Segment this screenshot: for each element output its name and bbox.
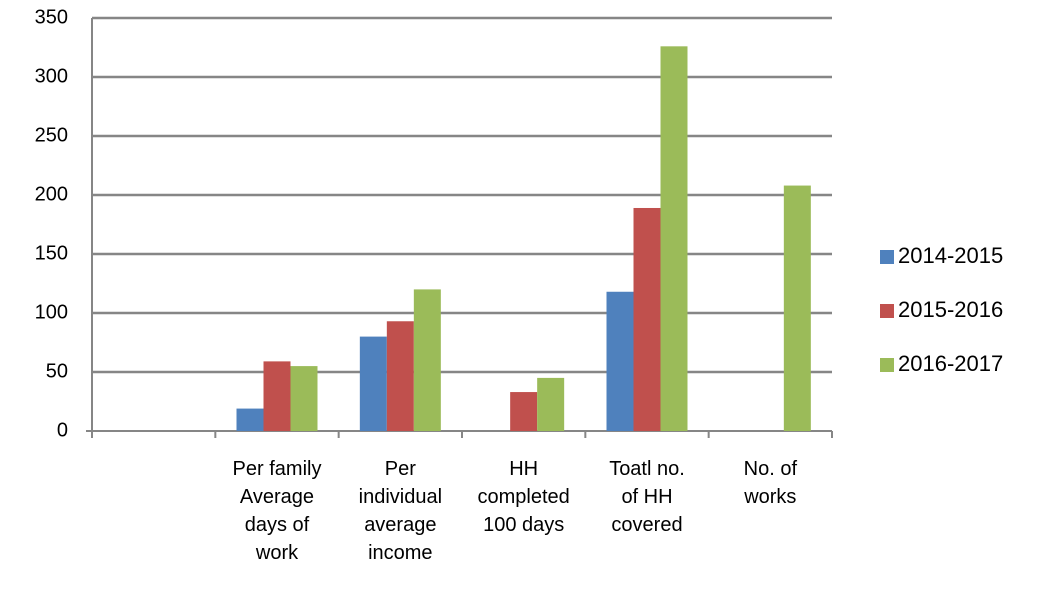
x-tick-label-line: works bbox=[743, 486, 796, 508]
y-tick-label: 250 bbox=[35, 124, 68, 146]
bar bbox=[783, 185, 811, 431]
x-tick-label-line: Average bbox=[240, 486, 314, 508]
x-tick-label-line: covered bbox=[611, 514, 682, 536]
legend-label: 2015-2016 bbox=[898, 297, 1003, 322]
bar bbox=[359, 336, 387, 431]
x-tick-label: HH completed 100 days bbox=[478, 458, 570, 536]
y-tick-label: 150 bbox=[35, 242, 68, 264]
bar bbox=[413, 289, 441, 431]
x-tick-label-line: work bbox=[255, 542, 299, 564]
bar bbox=[263, 361, 291, 431]
x-tick-label-line: 100 days bbox=[483, 514, 564, 536]
y-tick-label: 350 bbox=[35, 6, 68, 28]
x-tick-label-line: of HH bbox=[621, 486, 672, 508]
bar bbox=[606, 291, 634, 431]
x-tick-label-line: days of bbox=[245, 514, 310, 536]
x-tick-label-line: income bbox=[368, 542, 432, 564]
legend-swatch bbox=[880, 250, 894, 264]
x-tick-label: Toatl no. of HH covered bbox=[609, 458, 685, 536]
y-tick-label: 200 bbox=[35, 183, 68, 205]
x-tick-label: Per individual average income bbox=[359, 458, 442, 564]
x-tick-label-line: completed bbox=[478, 486, 570, 508]
x-tick-label-line: individual bbox=[359, 486, 442, 508]
y-tick-label: 50 bbox=[46, 360, 68, 382]
x-tick-label-line: average bbox=[364, 514, 436, 536]
legend-swatch bbox=[880, 358, 894, 372]
legend-swatch bbox=[880, 304, 894, 318]
x-tick-label-line: Per family bbox=[233, 458, 322, 480]
bar bbox=[290, 366, 318, 431]
legend-label: 2014-2015 bbox=[898, 243, 1003, 268]
bar bbox=[537, 377, 565, 431]
x-tick-label: Per family Average days of work bbox=[233, 458, 322, 564]
bar bbox=[660, 46, 688, 431]
bar bbox=[633, 207, 661, 431]
y-tick-label: 0 bbox=[57, 419, 68, 441]
x-tick-label-line: Per bbox=[385, 458, 416, 480]
y-tick-label: 300 bbox=[35, 65, 68, 87]
x-tick-label-line: No. of bbox=[744, 458, 798, 480]
bar bbox=[236, 408, 264, 431]
bar bbox=[510, 392, 538, 431]
x-tick-label-line: Toatl no. bbox=[609, 458, 685, 480]
y-tick-label: 100 bbox=[35, 301, 68, 323]
bar bbox=[386, 321, 414, 431]
x-tick-label: No. of works bbox=[743, 458, 797, 508]
legend-label: 2016-2017 bbox=[898, 351, 1003, 376]
x-tick-label-line: HH bbox=[509, 458, 538, 480]
